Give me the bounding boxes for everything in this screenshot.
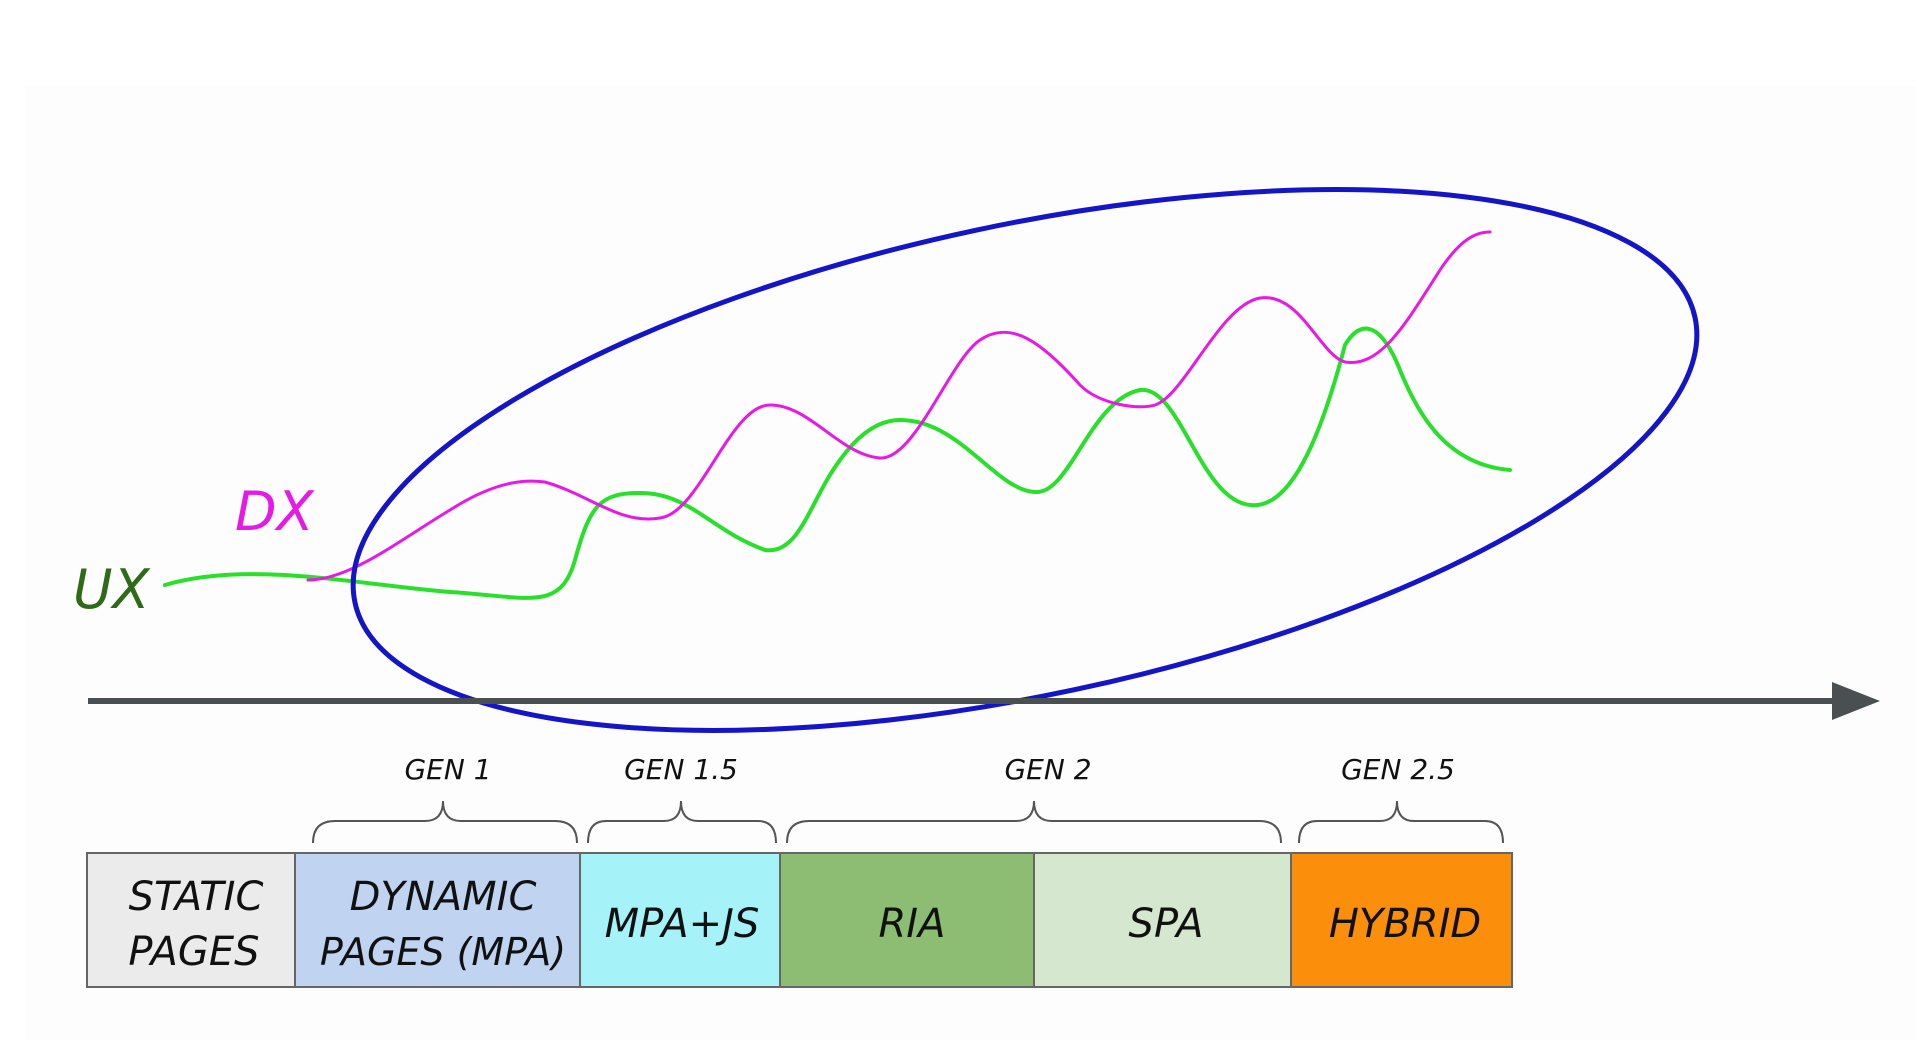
stage-static-pages: [86, 852, 296, 988]
stage-hybrid-label: HYBRID: [1329, 901, 1481, 947]
stage-ria-label: RIA: [879, 901, 946, 947]
stage-dynamic-pages-line-1: DYNAMIC: [350, 874, 537, 920]
bracket-gen-1: [312, 800, 578, 844]
gen-1-5-label: GEN 1.5: [624, 753, 738, 786]
stage-static-pages-line-2: PAGES: [128, 929, 259, 975]
stage-boxes: [86, 852, 1513, 988]
stage-hybrid: [1290, 852, 1513, 988]
ux-curve: [163, 326, 1512, 600]
bracket-gen-1-5: [587, 800, 777, 844]
stage-dynamic-pages: [294, 852, 581, 988]
axis-arrowhead: [1832, 682, 1880, 720]
stage-mpa-js-label: MPA+JS: [605, 901, 760, 947]
generation-brackets: [312, 800, 1504, 844]
gen-2-5-label: GEN 2.5: [1341, 753, 1455, 786]
highlight-ellipse: [350, 187, 1700, 733]
stage-dynamic-pages-line-2: PAGES (MPA): [320, 930, 566, 974]
stage-spa: [1033, 852, 1292, 988]
gen-1-label: GEN 1: [404, 753, 491, 786]
stage-spa-label: SPA: [1129, 901, 1204, 947]
ux-label: UX: [73, 558, 151, 621]
bracket-gen-2: [786, 800, 1282, 844]
stage-static-pages-line-1: STATIC: [129, 874, 264, 920]
bracket-gen-2-5: [1298, 800, 1504, 844]
dx-label: DX: [235, 480, 315, 543]
gen-2-label: GEN 2: [1004, 753, 1091, 786]
dx-curve: [306, 230, 1492, 582]
